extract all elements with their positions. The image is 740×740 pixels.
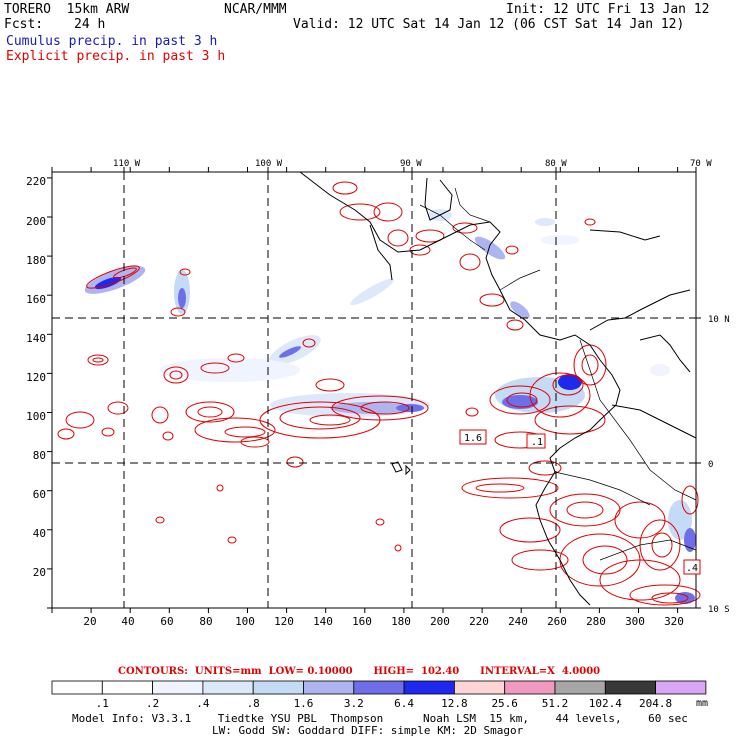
cumulus-precip-areas xyxy=(84,209,696,604)
legend-bin-label: 6.4 xyxy=(394,697,414,710)
explicit-precip-label: Explicit precip. in past 3 h xyxy=(6,49,226,64)
legend-swatch xyxy=(604,680,656,695)
x-tick-label: 200 xyxy=(430,615,450,628)
legend-swatch xyxy=(252,680,304,695)
country-borders xyxy=(419,187,697,561)
init-time: Init: 12 UTC Fri 13 Jan 12 xyxy=(506,2,710,17)
contour-label: .1 xyxy=(531,437,543,448)
x-tick-label: 160 xyxy=(352,615,372,628)
graticule xyxy=(52,172,696,608)
legend-swatch xyxy=(554,680,606,695)
model-title: TORERO 15km ARW xyxy=(4,2,130,17)
x-tick-label: 180 xyxy=(391,615,411,628)
coastlines xyxy=(299,171,697,606)
model-info-line2: LW: Godd SW: Goddard DIFF: simple KM: 2D… xyxy=(212,724,524,737)
cumulus-precip-label: Cumulus precip. in past 3 h xyxy=(6,34,218,49)
x-tick-label: 140 xyxy=(313,615,333,628)
lat-label: 0 xyxy=(708,460,713,470)
lon-label: 110 W xyxy=(113,159,141,169)
legend-swatch xyxy=(453,680,506,695)
valid-time: Valid: 12 UTC Sat 14 Jan 12 (06 CST Sat … xyxy=(293,17,685,32)
x-tick-label: 320 xyxy=(664,615,684,628)
legend-swatch xyxy=(504,680,556,695)
y-tick-label: 20 xyxy=(33,566,46,579)
axis-ticks xyxy=(47,167,701,613)
legend-bin-label: .8 xyxy=(247,697,260,710)
color-legend xyxy=(51,680,707,695)
lon-label: 90 W xyxy=(400,159,422,169)
legend-swatch xyxy=(655,680,707,695)
legend-bin-label: .2 xyxy=(146,697,159,710)
legend-bin-label: 25.6 xyxy=(491,697,518,710)
contour-info: CONTOURS: UNITS=mm LOW= 0.10000 HIGH= 10… xyxy=(118,666,601,677)
explicit-precip-contours xyxy=(57,181,701,606)
y-tick-label: 200 xyxy=(26,215,46,228)
legend-unit: mm xyxy=(696,698,708,709)
legend-bin-label: 51.2 xyxy=(542,697,569,710)
lon-label: 100 W xyxy=(255,159,283,169)
x-tick-label: 100 xyxy=(235,615,255,628)
lat-label: 10 N xyxy=(708,315,730,325)
legend-swatch xyxy=(101,680,154,695)
legend-swatch xyxy=(152,680,204,695)
legend-swatch xyxy=(403,680,455,695)
y-tick-label: 160 xyxy=(26,293,46,306)
forecast-label: Fcst: xyxy=(4,17,44,32)
x-tick-label: 80 xyxy=(199,615,212,628)
y-tick-label: 220 xyxy=(26,175,46,188)
x-tick-label: 60 xyxy=(160,615,173,628)
x-tick-label: 220 xyxy=(469,615,489,628)
legend-bin-label: 204.8 xyxy=(639,697,672,710)
x-tick-label: 280 xyxy=(586,615,606,628)
legend-bin-label: .4 xyxy=(196,697,210,710)
lon-label: 70 W xyxy=(690,159,712,169)
legend-bin-label: 1.6 xyxy=(294,697,314,710)
forecast-hour: 24 h xyxy=(74,17,106,32)
y-tick-label: 180 xyxy=(26,254,46,267)
y-tick-label: 140 xyxy=(26,332,46,345)
y-tick-label: 80 xyxy=(33,449,46,462)
x-tick-label: 260 xyxy=(547,615,567,628)
lon-label: 80 W xyxy=(545,159,567,169)
legend-bin-label: 102.4 xyxy=(589,697,622,710)
x-tick-label: 40 xyxy=(121,615,134,628)
legend-bin-label: 12.8 xyxy=(441,697,468,710)
x-tick-label: 120 xyxy=(274,615,294,628)
legend-swatch xyxy=(303,680,355,695)
x-tick-label: 240 xyxy=(508,615,528,628)
contour-label: 1.6 xyxy=(464,433,482,444)
model-info-line1: Model Info: V3.3.1 Tiedtke YSU PBL Thomp… xyxy=(72,712,688,725)
organization-label: NCAR/MMM xyxy=(224,2,287,17)
legend-bin-label: 3.2 xyxy=(344,697,364,710)
y-tick-label: 60 xyxy=(33,488,46,501)
legend-bin-label: .1 xyxy=(96,697,109,710)
legend-swatch xyxy=(353,680,405,695)
contour-label: .4 xyxy=(686,563,698,574)
x-tick-label: 20 xyxy=(83,615,96,628)
legend-swatch xyxy=(202,680,254,695)
y-tick-label: 100 xyxy=(26,410,46,423)
legend-swatch xyxy=(51,680,103,695)
x-tick-label: 300 xyxy=(625,615,645,628)
y-tick-label: 120 xyxy=(26,371,46,384)
y-tick-label: 40 xyxy=(33,527,46,540)
map-frame xyxy=(51,171,697,609)
lat-label: 10 S xyxy=(708,605,730,615)
